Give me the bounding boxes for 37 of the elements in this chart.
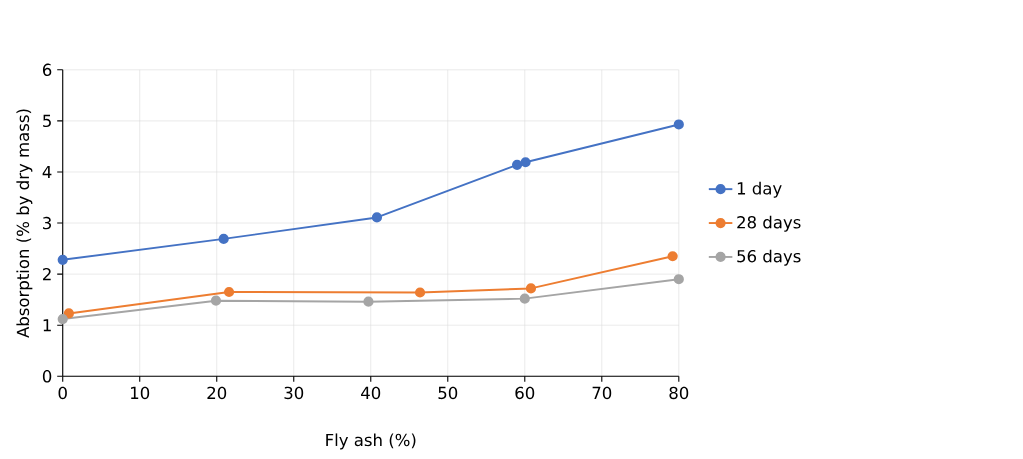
legend-label: 28 days	[737, 215, 801, 232]
legend-label: 56 days	[737, 249, 801, 266]
point	[673, 119, 684, 130]
point	[223, 287, 235, 298]
point	[520, 157, 531, 168]
point	[511, 159, 523, 171]
point	[210, 295, 222, 306]
x-tick-label: 50	[438, 386, 458, 400]
point	[414, 287, 426, 298]
x-tick-label: 20	[207, 386, 227, 400]
x-tick-label: 30	[284, 386, 304, 400]
x-axis-title: Fly ash (%)	[326, 433, 416, 450]
point	[57, 254, 68, 266]
y-tick-label: 1	[43, 319, 51, 332]
point	[371, 212, 383, 223]
x-tick-label: 40	[361, 386, 381, 400]
legend-label: 1 day	[737, 182, 782, 199]
y-tick-label: 6	[42, 63, 52, 77]
point	[525, 283, 537, 294]
y-axis-title: Absorption (% by dry mass)	[16, 109, 33, 339]
point	[667, 251, 678, 262]
y-tick-label: 4	[42, 166, 52, 179]
y-tick-label: 0	[42, 370, 52, 383]
x-tick-label: 80	[669, 386, 689, 400]
x-tick-label: 0	[58, 386, 67, 400]
point	[673, 274, 684, 285]
point	[363, 296, 374, 308]
x-tick-label: 70	[592, 386, 612, 400]
point	[63, 308, 74, 319]
y-tick-label: 5	[43, 114, 51, 128]
x-tick-label: 60	[515, 386, 535, 400]
x-tick-label: 10	[131, 386, 150, 400]
y-tick-label: 2	[43, 268, 51, 281]
point	[519, 293, 530, 304]
point	[57, 314, 68, 325]
y-tick-label: 3	[43, 217, 51, 230]
point	[218, 233, 229, 245]
